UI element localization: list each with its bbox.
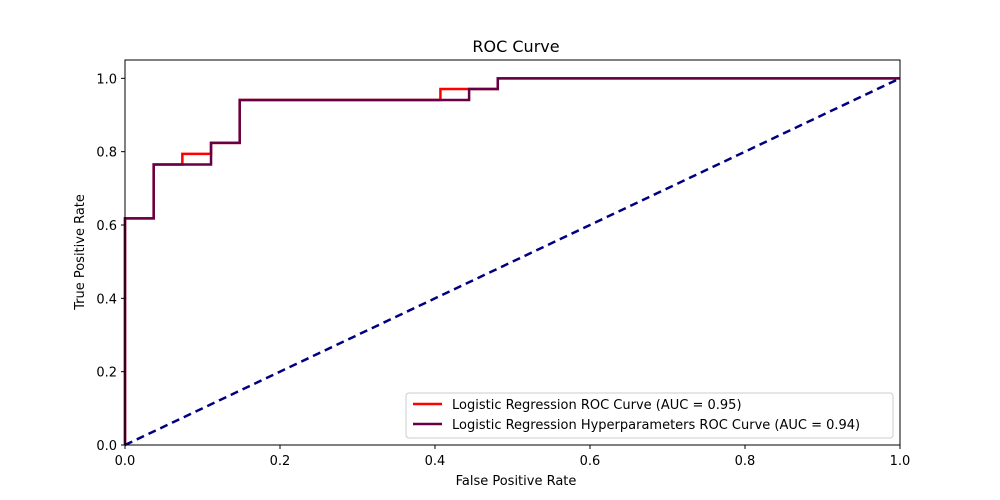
series-line-chance-diagonal — [124, 77, 901, 447]
series-line-hyperparameters — [123, 77, 900, 445]
y-axis-label: True Positive Rate — [73, 194, 88, 311]
x-tick-label: 0.6 — [580, 454, 601, 469]
series-layer — [123, 77, 901, 447]
legend: Logistic Regression ROC Curve (AUC = 0.9… — [405, 392, 894, 439]
y-tick-label: 0.0 — [96, 439, 117, 454]
x-tick-label: 1.0 — [890, 454, 911, 469]
y-tick-label: 0.8 — [96, 146, 117, 161]
x-tick-label: 0.8 — [735, 454, 756, 469]
legend-label-logistic-regression: Logistic Regression ROC Curve (AUC = 0.9… — [452, 398, 742, 413]
y-tick-label: 0.4 — [96, 292, 117, 307]
chart-title: ROC Curve — [472, 37, 559, 56]
x-tick-label: 0.2 — [270, 454, 291, 469]
y-tick-label: 1.0 — [96, 72, 117, 87]
legend-box — [405, 392, 894, 439]
y-tick-label: 0.2 — [96, 366, 117, 381]
y-tick-label: 0.6 — [96, 219, 117, 234]
x-axis-label: False Positive Rate — [456, 474, 577, 489]
plot-frame — [124, 59, 901, 446]
x-tick-label: 0.0 — [115, 454, 136, 469]
legend-label-hyperparameters: Logistic Regression Hyperparameters ROC … — [452, 418, 860, 433]
axes-layer: 0.0 0.2 0.4 0.6 0.8 1.0 0.0 0.2 0.4 0.6 0.8 1.0 — [96, 59, 911, 469]
x-tick-label: 0.4 — [425, 454, 446, 469]
